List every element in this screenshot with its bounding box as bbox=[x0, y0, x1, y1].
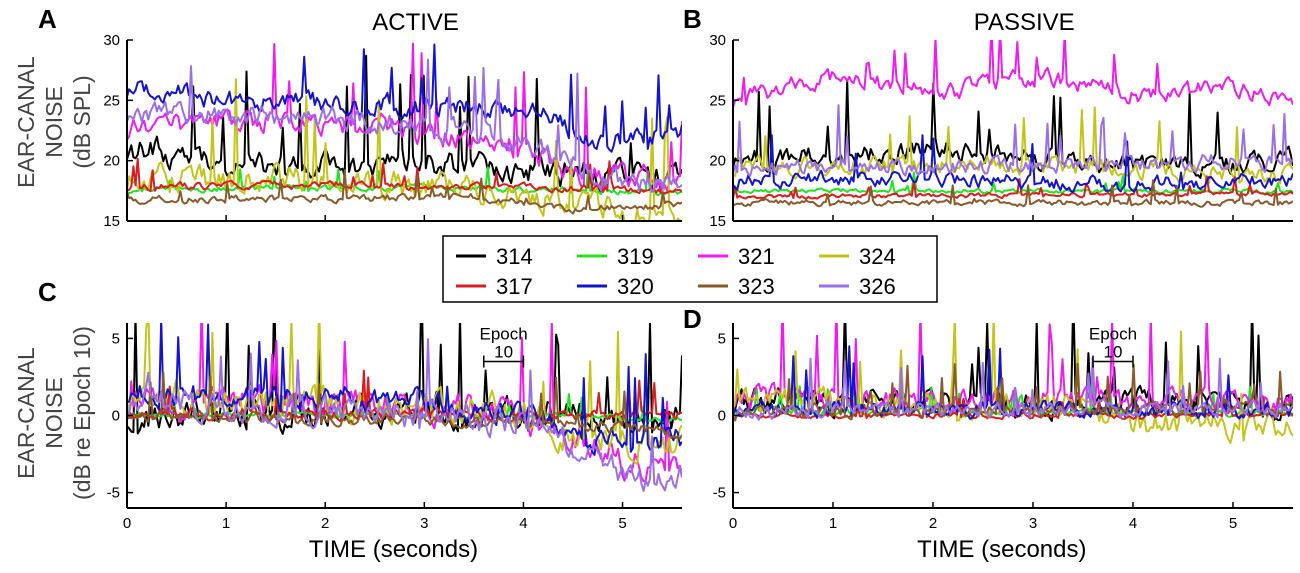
y-label-bottom-line2: NOISE bbox=[41, 377, 67, 449]
y-tick-label-C-0: -5 bbox=[107, 485, 120, 502]
y-label-top-line2: NOISE bbox=[41, 86, 67, 158]
legend-box bbox=[442, 235, 938, 303]
panel-letter-C: C bbox=[38, 277, 57, 307]
legend-label-321: 321 bbox=[738, 244, 775, 269]
y-tick-label-B-2: 25 bbox=[709, 92, 726, 109]
y-tick-label-A-1: 20 bbox=[103, 153, 120, 170]
legend: 314 319 321 324 317 320 323 326 bbox=[442, 235, 938, 303]
series-line-A-324 bbox=[127, 78, 682, 221]
series-line-A-326 bbox=[127, 58, 682, 193]
series-line-B-319 bbox=[733, 171, 1293, 195]
legend-label-326: 326 bbox=[859, 274, 896, 299]
x-tick-label-C-2: 2 bbox=[321, 515, 329, 532]
y-label-top-line3: (dB SPL) bbox=[69, 75, 95, 168]
x-tick-label-C-1: 1 bbox=[222, 515, 230, 532]
series-line-D-326 bbox=[733, 356, 1293, 421]
panel-letter-B: B bbox=[683, 4, 702, 34]
series-line-B-326 bbox=[733, 104, 1293, 177]
series-line-C-323 bbox=[127, 371, 682, 440]
legend-label-320: 320 bbox=[617, 274, 654, 299]
x-tick-label-C-4: 4 bbox=[519, 515, 527, 532]
panel-title-A: ACTIVE bbox=[372, 9, 459, 36]
epoch-label-D: Epoch bbox=[1089, 325, 1137, 344]
x-tick-label-D-4: 4 bbox=[1129, 515, 1137, 532]
x-tick-label-C-5: 5 bbox=[618, 515, 626, 532]
series-line-B-320 bbox=[733, 134, 1293, 193]
y-tick-label-D-1: 0 bbox=[718, 408, 726, 425]
y-tick-label-B-1: 20 bbox=[709, 153, 726, 170]
epoch-label-C: Epoch bbox=[480, 325, 528, 344]
y-label-top: EAR-CANAL NOISE (dB SPL) bbox=[13, 56, 95, 188]
y-tick-label-D-2: 5 bbox=[718, 330, 726, 347]
panel-letter-A: A bbox=[38, 4, 57, 34]
y-tick-label-C-1: 0 bbox=[112, 408, 120, 425]
epoch-number-D: 10 bbox=[1104, 343, 1123, 362]
x-label-C: TIME (seconds) bbox=[309, 536, 478, 563]
series-line-C-314 bbox=[127, 323, 682, 435]
legend-label-317: 317 bbox=[496, 274, 533, 299]
y-label-top-line1: EAR-CANAL bbox=[13, 56, 39, 188]
series-line-A-320 bbox=[127, 43, 682, 153]
x-tick-label-D-3: 3 bbox=[1029, 515, 1037, 532]
x-tick-label-D-1: 1 bbox=[829, 515, 837, 532]
x-tick-label-D-0: 0 bbox=[729, 515, 737, 532]
panel-title-B: PASSIVE bbox=[974, 9, 1075, 36]
y-label-bottom-line3: (dB re Epoch 10) bbox=[69, 326, 95, 500]
y-label-bottom-line1: EAR-CANAL bbox=[13, 347, 39, 479]
y-tick-label-B-0: 15 bbox=[709, 213, 726, 230]
legend-label-314: 314 bbox=[496, 244, 533, 269]
y-tick-label-A-3: 30 bbox=[103, 32, 120, 49]
x-tick-label-C-0: 0 bbox=[123, 515, 131, 532]
series-line-B-317 bbox=[733, 175, 1293, 200]
x-tick-label-D-5: 5 bbox=[1229, 515, 1237, 532]
x-tick-label-C-3: 3 bbox=[420, 515, 428, 532]
panel-B: B PASSIVE 15 20 25 30 bbox=[683, 4, 1293, 230]
x-tick-label-D-2: 2 bbox=[929, 515, 937, 532]
y-tick-label-A-0: 15 bbox=[103, 213, 120, 230]
series-line-A-317 bbox=[127, 157, 682, 195]
series-group-D bbox=[733, 323, 1293, 444]
series-line-A-323 bbox=[127, 169, 682, 215]
y-tick-label-C-2: 5 bbox=[112, 330, 120, 347]
y-tick-label-D-0: -5 bbox=[713, 485, 726, 502]
x-label-D: TIME (seconds) bbox=[917, 536, 1086, 563]
series-line-B-324 bbox=[733, 106, 1293, 185]
panel-A: A ACTIVE 15 20 25 30 bbox=[38, 4, 682, 230]
series-line-B-321 bbox=[733, 40, 1293, 108]
panel-letter-D: D bbox=[683, 304, 702, 334]
legend-label-324: 324 bbox=[859, 244, 896, 269]
series-group-C bbox=[127, 323, 682, 492]
series-group-A bbox=[127, 42, 682, 221]
series-line-B-323 bbox=[733, 179, 1293, 208]
y-tick-label-A-2: 25 bbox=[103, 92, 120, 109]
series-group-B bbox=[733, 40, 1293, 208]
y-label-bottom: EAR-CANAL NOISE (dB re Epoch 10) bbox=[13, 326, 95, 500]
series-line-C-317 bbox=[127, 369, 682, 423]
legend-label-323: 323 bbox=[738, 274, 775, 299]
legend-label-319: 319 bbox=[617, 244, 654, 269]
series-line-C-326 bbox=[127, 338, 682, 492]
epoch-number-C: 10 bbox=[494, 343, 513, 362]
y-tick-label-B-3: 30 bbox=[709, 32, 726, 49]
